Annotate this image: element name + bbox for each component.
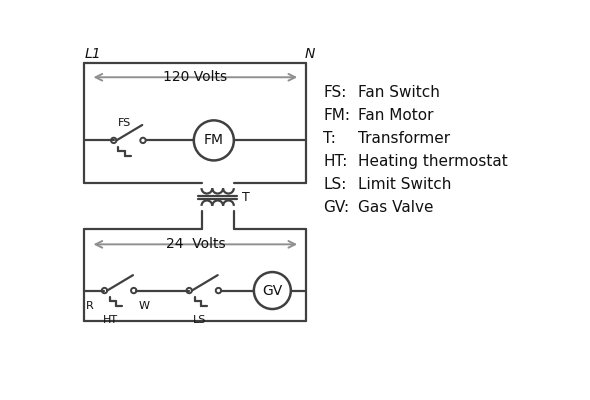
Text: Gas Valve: Gas Valve: [358, 200, 433, 216]
Text: GV:: GV:: [323, 200, 349, 216]
Text: 120 Volts: 120 Volts: [163, 70, 227, 84]
Text: R: R: [86, 301, 94, 311]
Text: FS:: FS:: [323, 85, 346, 100]
Text: W: W: [139, 301, 149, 311]
Text: L1: L1: [84, 47, 101, 61]
Text: T: T: [241, 191, 250, 204]
Text: Heating thermostat: Heating thermostat: [358, 154, 507, 169]
Text: HT:: HT:: [323, 154, 348, 169]
Text: Limit Switch: Limit Switch: [358, 177, 451, 192]
Text: HT: HT: [103, 315, 118, 325]
Text: Fan Motor: Fan Motor: [358, 108, 433, 123]
Text: LS:: LS:: [323, 177, 346, 192]
Text: 24  Volts: 24 Volts: [166, 237, 225, 251]
Text: N: N: [304, 47, 315, 61]
Text: FM: FM: [204, 133, 224, 147]
Text: T:: T:: [323, 131, 336, 146]
Text: GV: GV: [262, 284, 283, 298]
Text: FS: FS: [119, 118, 132, 128]
Text: LS: LS: [193, 315, 206, 325]
Text: Transformer: Transformer: [358, 131, 450, 146]
Text: Fan Switch: Fan Switch: [358, 85, 440, 100]
Text: FM:: FM:: [323, 108, 350, 123]
